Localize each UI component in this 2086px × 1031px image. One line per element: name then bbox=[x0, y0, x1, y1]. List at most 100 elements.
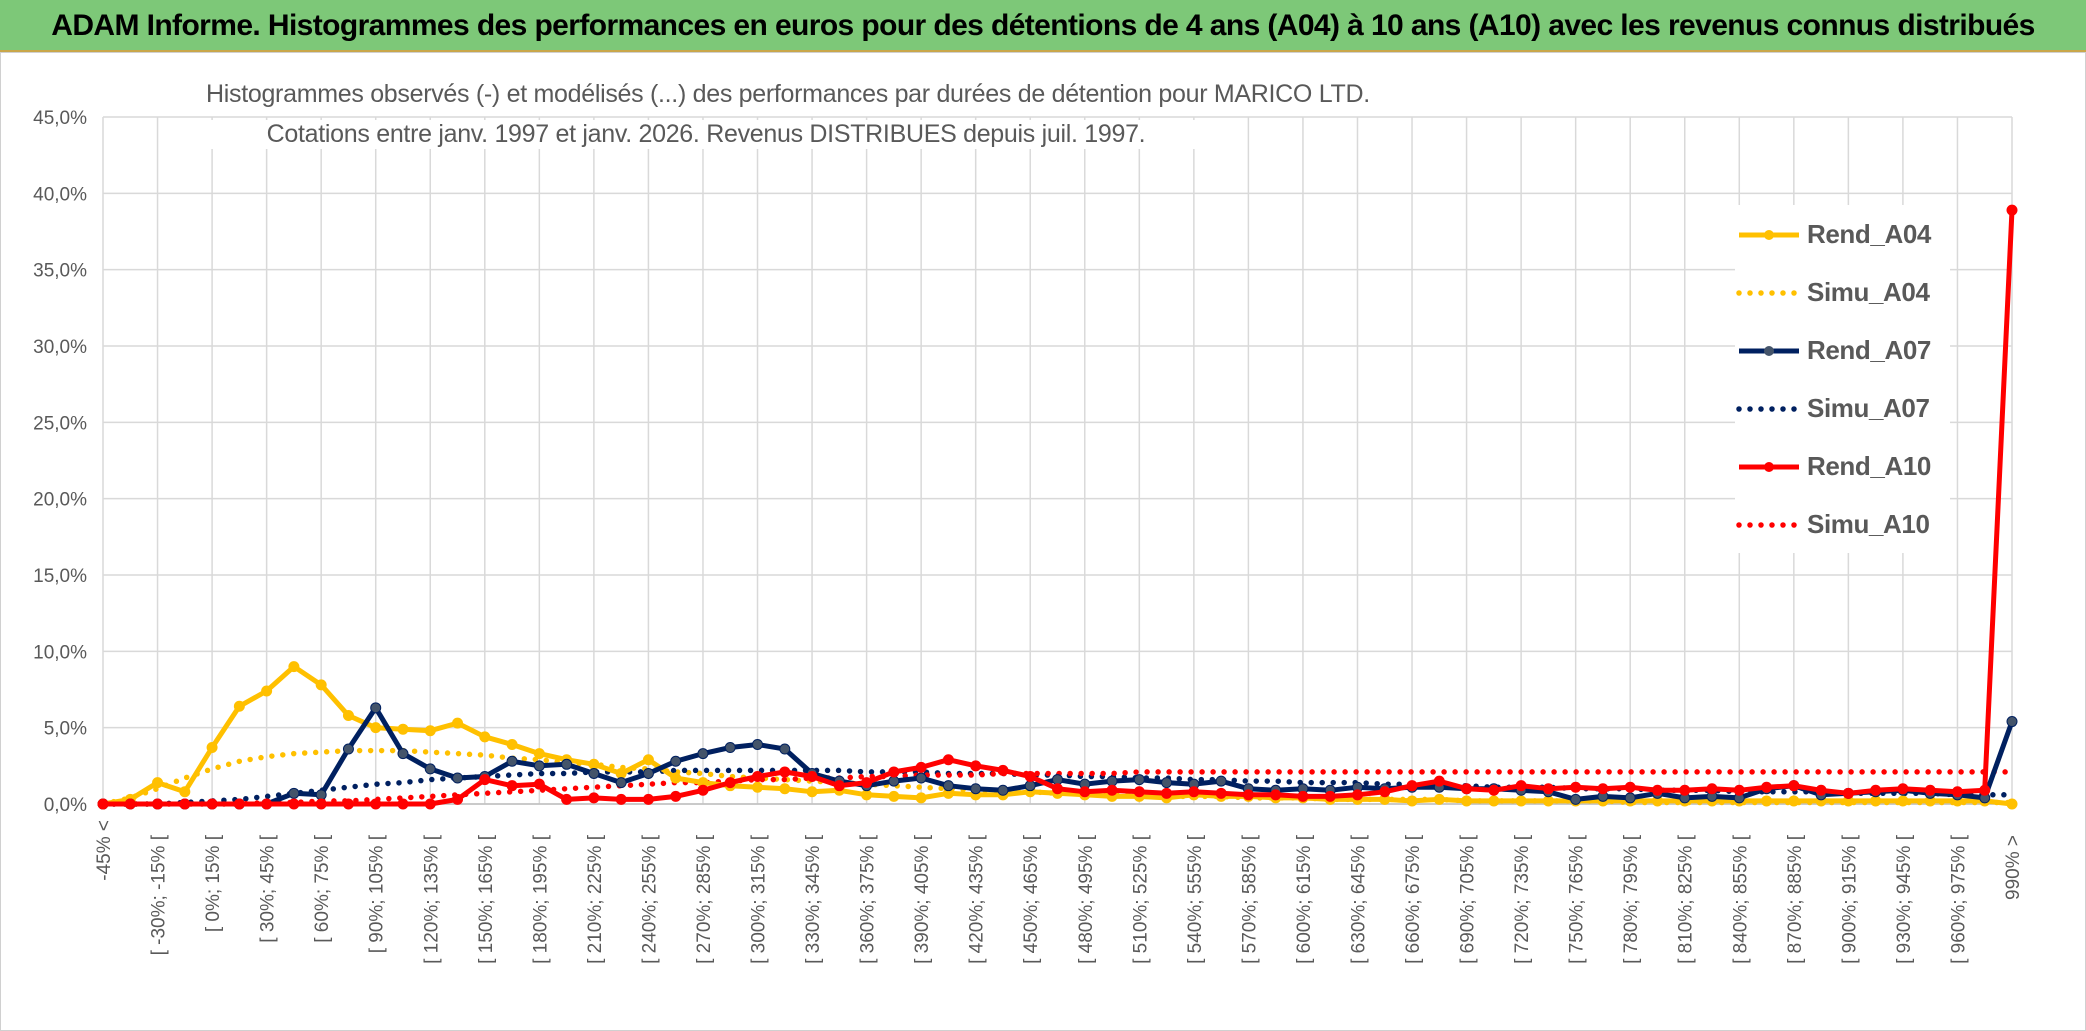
data-point-Rend_A10 bbox=[1624, 781, 1636, 793]
data-point-Rend_A10 bbox=[779, 766, 791, 778]
y-tick-label: 25,0% bbox=[33, 413, 87, 434]
data-point-Rend_A10 bbox=[697, 784, 709, 796]
data-point-Rend_A04 bbox=[670, 772, 682, 784]
data-point-Rend_A04 bbox=[370, 722, 382, 734]
chart-title: Histogrammes observés (-) et modélisés (… bbox=[200, 80, 1370, 109]
x-tick-label: [ 750%; 765% [ bbox=[1567, 834, 1588, 964]
data-point-Rend_A07 bbox=[452, 772, 464, 784]
data-point-Rend_A10 bbox=[1270, 789, 1282, 801]
legend-swatch bbox=[1736, 290, 1802, 296]
x-tick-label: [ 420%; 435% [ bbox=[967, 834, 988, 964]
data-point-Rend_A07 bbox=[370, 702, 382, 714]
data-point-Rend_A04 bbox=[1488, 795, 1500, 807]
data-point-Rend_A10 bbox=[1897, 783, 1909, 795]
data-point-Rend_A04 bbox=[1433, 793, 1445, 805]
data-point-Rend_A07 bbox=[1624, 792, 1636, 804]
data-point-Rend_A10 bbox=[1706, 783, 1718, 795]
x-tick-label: -45% < bbox=[94, 820, 115, 881]
x-tick-label: [ 210%; 225% [ bbox=[585, 834, 606, 964]
chart-subtitle: Cotations entre janv. 1997 et janv. 2026… bbox=[200, 120, 1212, 149]
legend-item-Simu_A10: Simu_A10 bbox=[1735, 495, 1950, 553]
legend-swatch bbox=[1736, 522, 1802, 528]
data-point-Rend_A10 bbox=[970, 760, 982, 772]
data-point-Rend_A10 bbox=[206, 798, 218, 810]
data-point-Rend_A04 bbox=[779, 783, 791, 795]
x-tick-label: [ 0%; 15% [ bbox=[203, 834, 224, 932]
data-point-Rend_A10 bbox=[342, 798, 354, 810]
data-point-Rend_A10 bbox=[233, 798, 245, 810]
data-point-Rend_A10 bbox=[1842, 787, 1854, 799]
x-tick-label: [ 600%; 615% [ bbox=[1294, 834, 1315, 964]
x-tick-label: [ 180%; 195% [ bbox=[530, 834, 551, 964]
data-point-Rend_A07 bbox=[1106, 775, 1118, 787]
series-layer bbox=[97, 204, 2018, 810]
data-point-Rend_A10 bbox=[670, 790, 682, 802]
x-tick-label: [ 240%; 255% [ bbox=[639, 834, 660, 964]
data-point-Rend_A10 bbox=[152, 798, 164, 810]
data-point-Rend_A07 bbox=[424, 763, 436, 775]
data-point-Rend_A10 bbox=[1297, 790, 1309, 802]
x-tick-label: [ 810%; 825% [ bbox=[1676, 834, 1697, 964]
data-point-Rend_A10 bbox=[724, 777, 736, 789]
data-point-Rend_A04 bbox=[342, 709, 354, 721]
legend-label: Rend_A07 bbox=[1807, 335, 1931, 365]
data-point-Rend_A04 bbox=[642, 754, 654, 766]
data-point-Rend_A07 bbox=[779, 743, 791, 755]
data-point-Rend_A10 bbox=[479, 774, 491, 786]
data-point-Rend_A07 bbox=[1161, 777, 1173, 789]
x-tick-label: [ 870%; 885% [ bbox=[1785, 834, 1806, 964]
data-point-Rend_A10 bbox=[1242, 789, 1254, 801]
data-point-Rend_A10 bbox=[1161, 787, 1173, 799]
legend-item-Rend_A04: Rend_A04 bbox=[1735, 205, 1950, 263]
data-point-Rend_A10 bbox=[615, 793, 627, 805]
data-point-Rend_A07 bbox=[397, 748, 409, 760]
legend-item-Simu_A04: Simu_A04 bbox=[1735, 263, 1950, 321]
data-point-Rend_A10 bbox=[1815, 784, 1827, 796]
data-point-Rend_A07 bbox=[315, 789, 327, 801]
series-line-Rend_A10 bbox=[103, 209, 2015, 807]
gridlines bbox=[102, 116, 2013, 805]
x-tick-label: [ 300%; 315% [ bbox=[749, 834, 770, 964]
data-point-Rend_A10 bbox=[833, 780, 845, 792]
legend-swatch bbox=[1739, 462, 1799, 472]
data-point-Rend_A10 bbox=[1924, 784, 1936, 796]
x-tick-label: [ 120%; 135% [ bbox=[421, 834, 442, 964]
data-point-Rend_A07 bbox=[1215, 775, 1227, 787]
legend-label: Simu_A04 bbox=[1807, 277, 1930, 307]
data-point-Rend_A07 bbox=[942, 780, 954, 792]
data-point-Rend_A10 bbox=[1079, 786, 1091, 798]
legend-marker bbox=[1764, 346, 1774, 356]
data-point-Rend_A10 bbox=[1379, 786, 1391, 798]
legend-marker bbox=[1764, 462, 1774, 472]
x-tick-label: [ 30%; 45% [ bbox=[258, 834, 279, 942]
legend-item-Rend_A10: Rend_A10 bbox=[1735, 437, 1950, 495]
data-point-Rend_A04 bbox=[1870, 795, 1882, 807]
data-point-Rend_A10 bbox=[861, 777, 873, 789]
data-point-Rend_A07 bbox=[670, 755, 682, 767]
data-point-Rend_A07 bbox=[615, 777, 627, 789]
y-tick-label: 30,0% bbox=[33, 337, 87, 358]
x-tick-label: [ 900%; 915% [ bbox=[1839, 834, 1860, 964]
x-tick-label: [ 630%; 645% [ bbox=[1348, 834, 1369, 964]
data-point-Rend_A07 bbox=[915, 772, 927, 784]
x-tick-label: [ -30%; -15% [ bbox=[149, 834, 170, 955]
data-point-Rend_A10 bbox=[370, 798, 382, 810]
x-tick-label: [ 450%; 465% [ bbox=[1021, 834, 1042, 964]
data-point-Rend_A04 bbox=[1788, 795, 1800, 807]
banner: ADAM Informe. Histogrammes des performan… bbox=[0, 0, 2086, 52]
data-point-Rend_A04 bbox=[233, 700, 245, 712]
data-point-Rend_A04 bbox=[315, 679, 327, 691]
legend-swatch bbox=[1739, 230, 1799, 240]
data-point-Rend_A04 bbox=[2006, 798, 2018, 810]
data-point-Rend_A10 bbox=[1761, 781, 1773, 793]
data-point-Rend_A10 bbox=[1788, 780, 1800, 792]
x-tick-label: [ 330%; 345% [ bbox=[803, 834, 824, 964]
x-tick-label: [ 60%; 75% [ bbox=[312, 834, 333, 942]
legend-marker bbox=[1764, 230, 1774, 240]
legend: Rend_A04 Simu_A04 Rend_A07 Simu_A07 Rend_A10… bbox=[1735, 205, 1950, 553]
y-tick-label: 35,0% bbox=[33, 261, 87, 282]
legend-label: Simu_A07 bbox=[1807, 393, 1930, 423]
data-point-Rend_A10 bbox=[124, 798, 136, 810]
data-point-Rend_A10 bbox=[533, 778, 545, 790]
